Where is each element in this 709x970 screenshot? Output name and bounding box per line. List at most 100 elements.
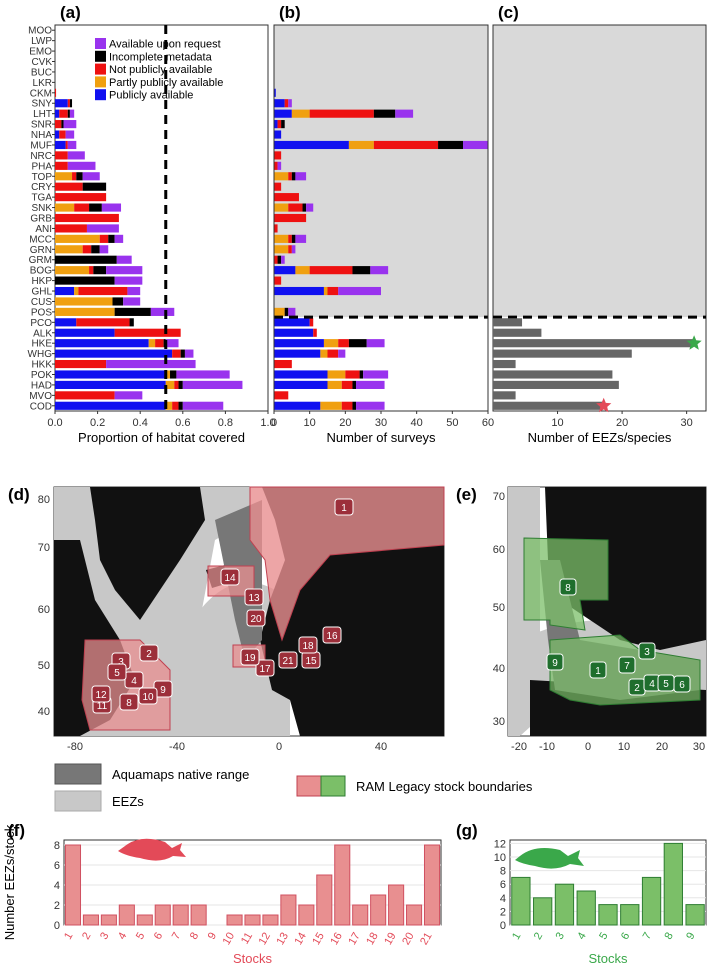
y-tick-label-a: BOG	[30, 266, 52, 277]
bar-f-7	[172, 904, 189, 926]
y-tick-label-a: PCO	[30, 318, 52, 329]
stock-label-d: 8	[126, 698, 132, 709]
bar-b-SNK	[274, 203, 289, 212]
bar-b-POK	[274, 370, 328, 379]
y-axis-label-f: Number EEZs/stock	[2, 824, 17, 940]
star-marker-HKE	[686, 335, 702, 350]
x-tick-label-f: 5	[134, 931, 147, 942]
bar-a-HKE	[155, 339, 164, 348]
panel-letter: (c)	[498, 3, 519, 22]
stock-label-e: 5	[663, 679, 669, 690]
map-e-y-tick: 50	[493, 602, 505, 614]
bar-a-SNY	[55, 99, 68, 108]
bar-a-LHT	[59, 109, 68, 118]
bar-b-ALK	[274, 328, 314, 337]
bar-a-TOP	[76, 172, 83, 181]
bar-a-PCO	[55, 318, 77, 327]
bar-b-POK	[345, 370, 360, 379]
bar-a-HKP	[114, 276, 143, 285]
bar-b-TOP	[288, 172, 292, 181]
bar-a-BOG	[89, 266, 94, 275]
bar-a-MCC	[99, 234, 109, 243]
x-tick-label-b: 40	[411, 417, 423, 429]
x-tick-label-f: 18	[364, 931, 381, 948]
bar-b-HKP	[274, 276, 282, 285]
bar-c-WHG	[493, 349, 632, 358]
bar-b-GRM	[277, 255, 282, 264]
x-tick-label-b: 30	[375, 417, 387, 429]
bar-a-BOG	[93, 266, 107, 275]
bar-a-POS	[55, 307, 115, 316]
map-d-y-tick: 70	[38, 542, 50, 554]
bar-b-LHT	[274, 109, 292, 118]
map-d-y-tick: 50	[38, 660, 50, 672]
hake-icon	[515, 848, 584, 869]
x-tick-label-f: 8	[188, 931, 201, 942]
bar-a-GHL	[127, 286, 141, 296]
bar-a-HKE	[148, 339, 156, 348]
bar-a-PHA	[67, 161, 96, 170]
map-d-greenland	[90, 487, 205, 620]
legend-swatch	[95, 63, 106, 75]
bar-a-MUF	[67, 140, 77, 150]
map-e-x-tick: 10	[618, 741, 630, 753]
bar-a-POK	[176, 370, 230, 379]
bar-a-NHA	[55, 130, 60, 139]
stock-label-d: 17	[259, 664, 271, 675]
bar-a-POK	[55, 370, 166, 379]
bar-g-8	[663, 842, 683, 926]
x-tick-label-f: 2	[80, 931, 93, 942]
x-tick-label-f: 13	[274, 931, 291, 948]
bar-a-TOP	[72, 172, 77, 181]
y-tick-label-a: EMO	[29, 47, 52, 58]
x-tick-label-g: 1	[510, 931, 523, 942]
x-tick-label-b: 20	[339, 417, 351, 429]
map-e-y-tick: 30	[493, 716, 505, 728]
bar-a-LHT	[69, 109, 75, 118]
legend-ram-red-swatch	[296, 775, 322, 797]
bar-b-GRN	[291, 245, 296, 254]
bar-a-MCC	[55, 234, 100, 243]
legend-ram-green-swatch	[320, 775, 346, 797]
bar-b-LHT	[291, 109, 310, 118]
bar-g-2	[533, 897, 553, 926]
bar-a-GHL	[78, 286, 128, 296]
bar-a-GRN	[99, 245, 109, 254]
legend-label: Publicly available	[109, 90, 193, 102]
bar-c-MVO	[493, 391, 516, 400]
bar-a-SNK	[89, 203, 102, 212]
bar-b-MUF	[274, 140, 349, 150]
y-tick-label-a: HAD	[31, 380, 52, 391]
bar-b-COD	[274, 401, 321, 410]
stock-label-d: 10	[142, 692, 154, 703]
bar-b-SNR	[281, 120, 285, 129]
stock-label-box	[107, 663, 127, 681]
bar-b-SNK	[306, 203, 314, 212]
bar-b-MCC	[288, 234, 292, 243]
stock-label-d: 16	[326, 631, 338, 642]
y-tick-label-a: GRM	[29, 255, 52, 266]
bar-a-ALK	[55, 328, 115, 337]
stock-label-d: 5	[114, 668, 120, 679]
bar-b-NHA	[274, 130, 282, 139]
bar-a-HAD	[165, 380, 175, 389]
stock-label-box	[255, 659, 275, 677]
x-tick-label-a: 0.8	[218, 417, 233, 429]
bar-a-HAD	[55, 380, 166, 389]
bar-b-MCC	[274, 234, 289, 243]
y-tick-label-a: WHG	[28, 349, 53, 360]
stock-label-box	[322, 626, 342, 644]
bar-b-GRB	[274, 213, 307, 223]
bar-b-GHL	[338, 286, 381, 296]
y-tick-label-a: PHA	[31, 161, 52, 172]
y-tick-label-a: GRN	[30, 245, 52, 256]
bar-b-MVO	[274, 391, 289, 400]
bar-a-CUS	[123, 297, 141, 306]
bar-b-BOG	[370, 266, 389, 275]
bar-b-WHG	[320, 349, 328, 358]
bar-a-POK	[170, 370, 177, 379]
stock-label-box	[278, 651, 298, 669]
x-tick-label-a: 0.6	[175, 417, 190, 429]
map-d-x-tick: -80	[67, 741, 83, 753]
